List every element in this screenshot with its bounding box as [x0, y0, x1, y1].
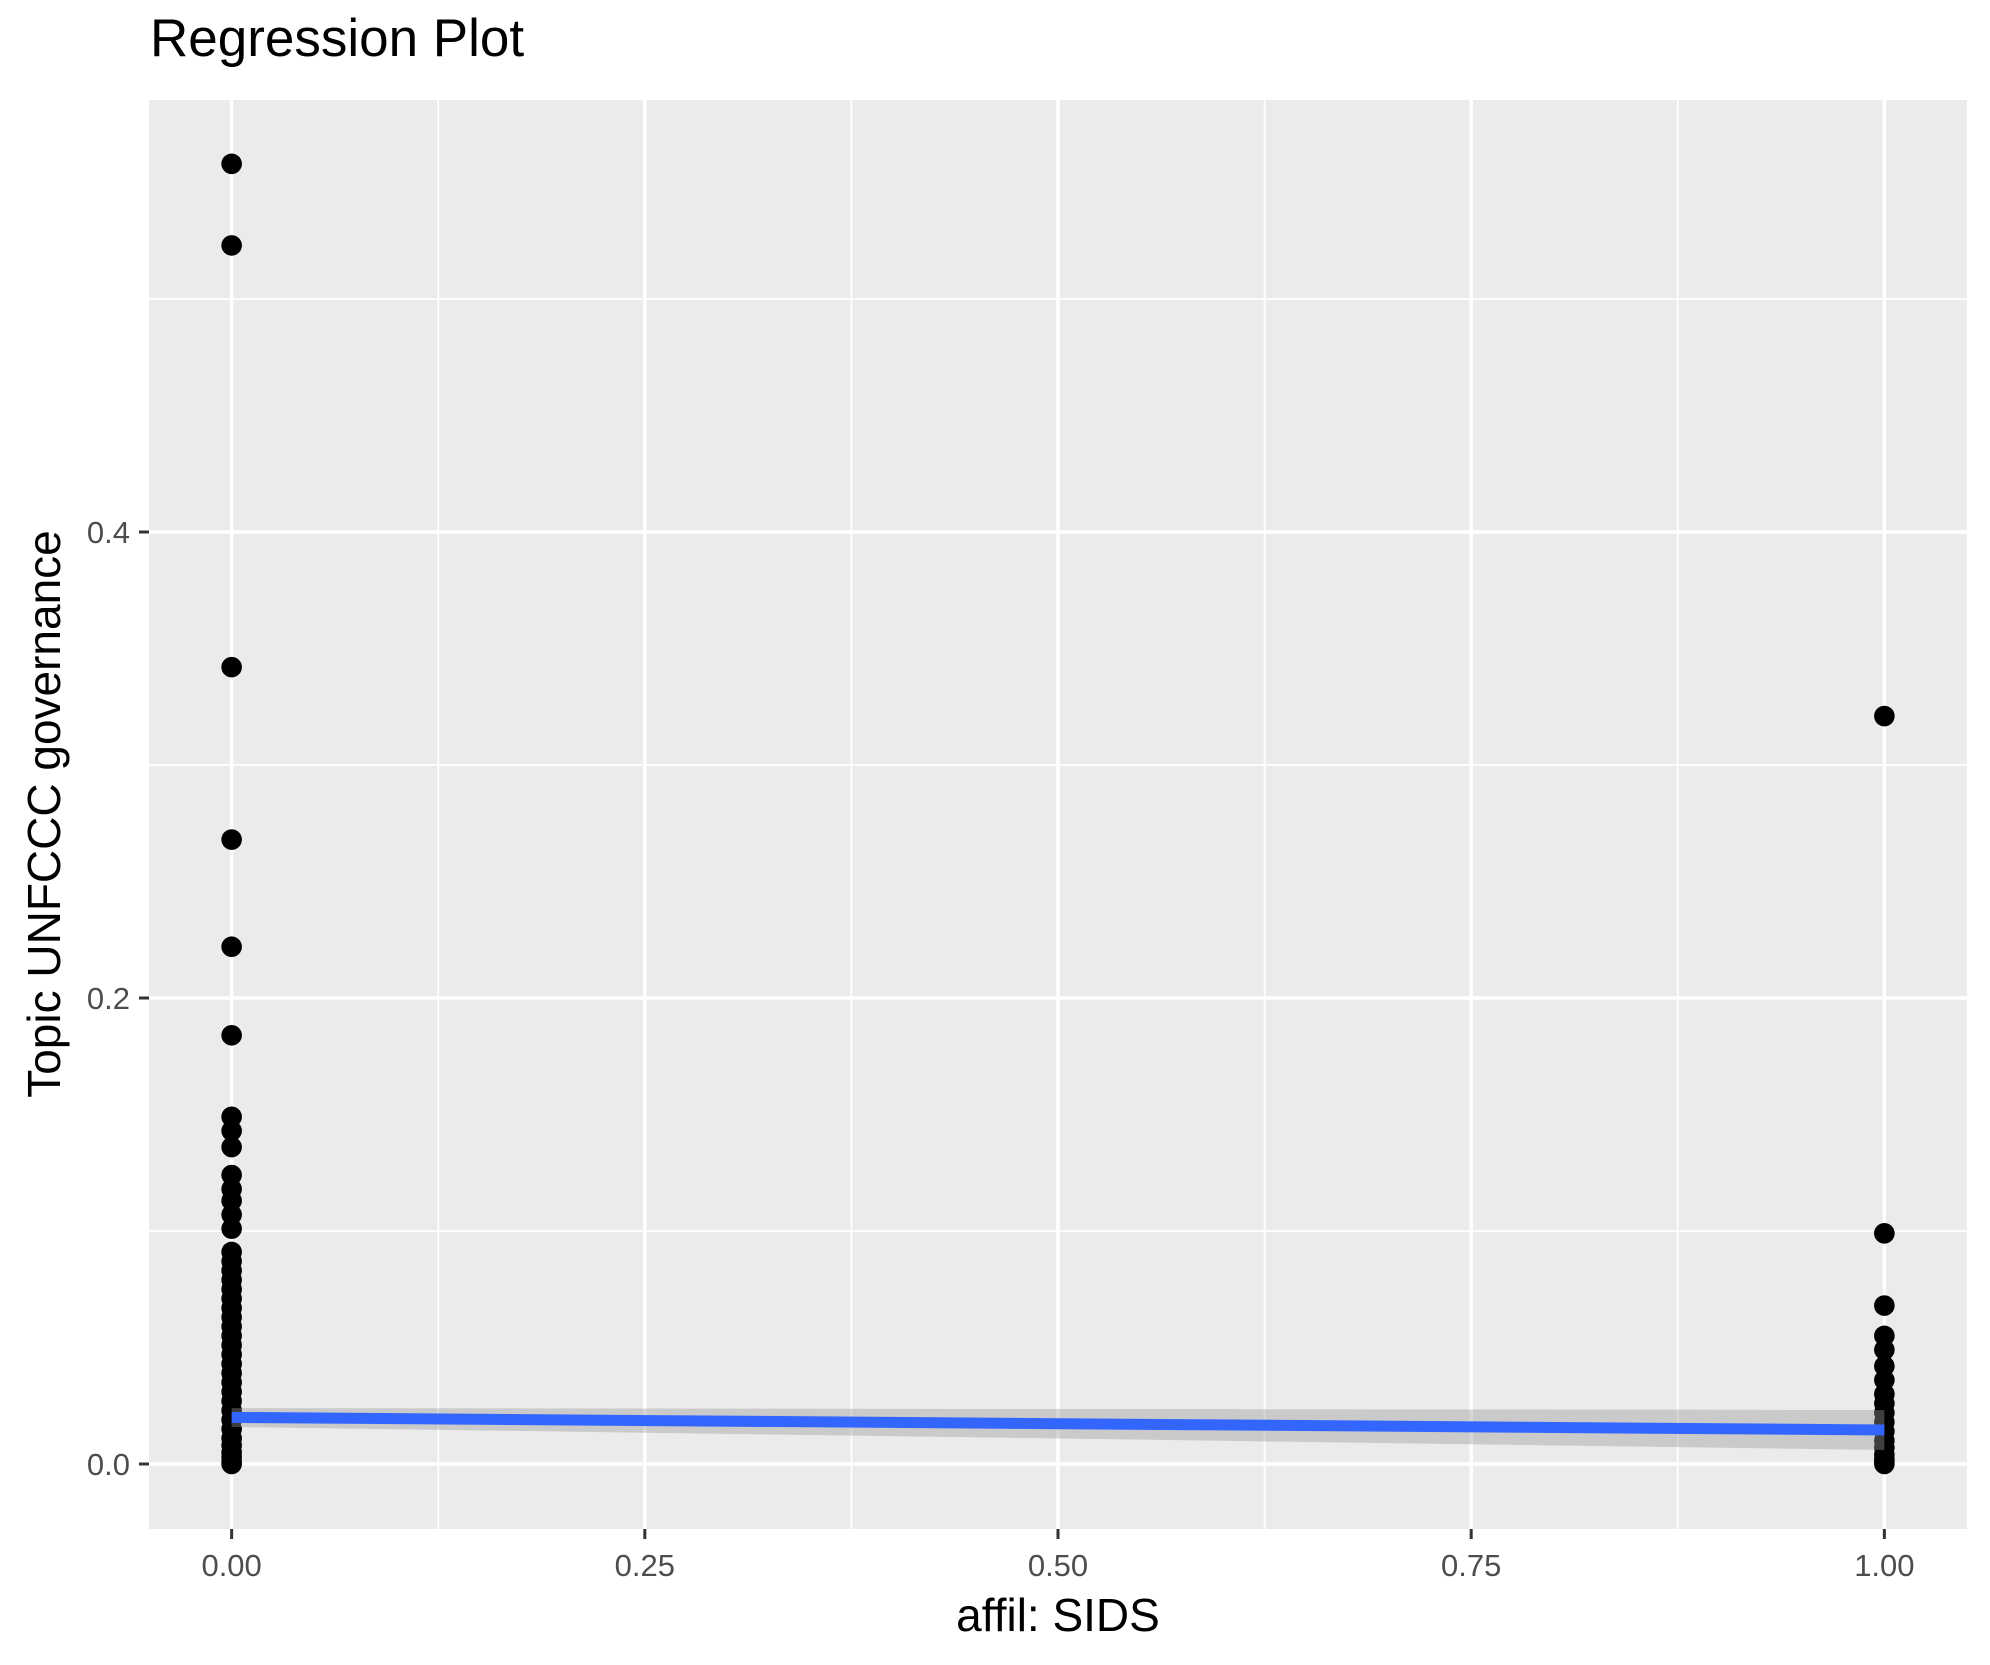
- data-point: [221, 235, 242, 256]
- data-point: [221, 1120, 242, 1142]
- x-tick-label: 0.50: [1028, 1548, 1088, 1583]
- y-tick-label: 0.2: [87, 981, 130, 1016]
- x-tick-label: 0.00: [201, 1548, 261, 1583]
- y-axis-title: Topic UNFCCC governance: [18, 530, 70, 1098]
- data-point: [221, 1136, 242, 1158]
- y-tick-label: 0.0: [87, 1447, 130, 1482]
- y-tick-label: 0.4: [87, 515, 130, 550]
- data-point: [1874, 1453, 1895, 1475]
- data-point: [1874, 1339, 1895, 1361]
- data-point: [221, 936, 242, 958]
- data-point: [221, 1024, 242, 1046]
- data-point: [1874, 1223, 1895, 1244]
- data-point: [221, 1218, 242, 1239]
- data-point: [221, 656, 242, 678]
- x-tick-label: 0.75: [1441, 1548, 1501, 1583]
- data-point: [1874, 1295, 1895, 1316]
- data-point: [221, 1453, 242, 1475]
- plot-title: Regression Plot: [150, 9, 525, 68]
- x-tick-label: 0.25: [615, 1548, 675, 1583]
- data-point: [1874, 705, 1895, 727]
- x-tick-label: 1.00: [1854, 1548, 1914, 1583]
- data-point: [221, 829, 242, 850]
- regression-line: [231, 1411, 1885, 1436]
- data-point: [221, 153, 242, 175]
- x-axis-title: affil: SIDS: [956, 1589, 1160, 1641]
